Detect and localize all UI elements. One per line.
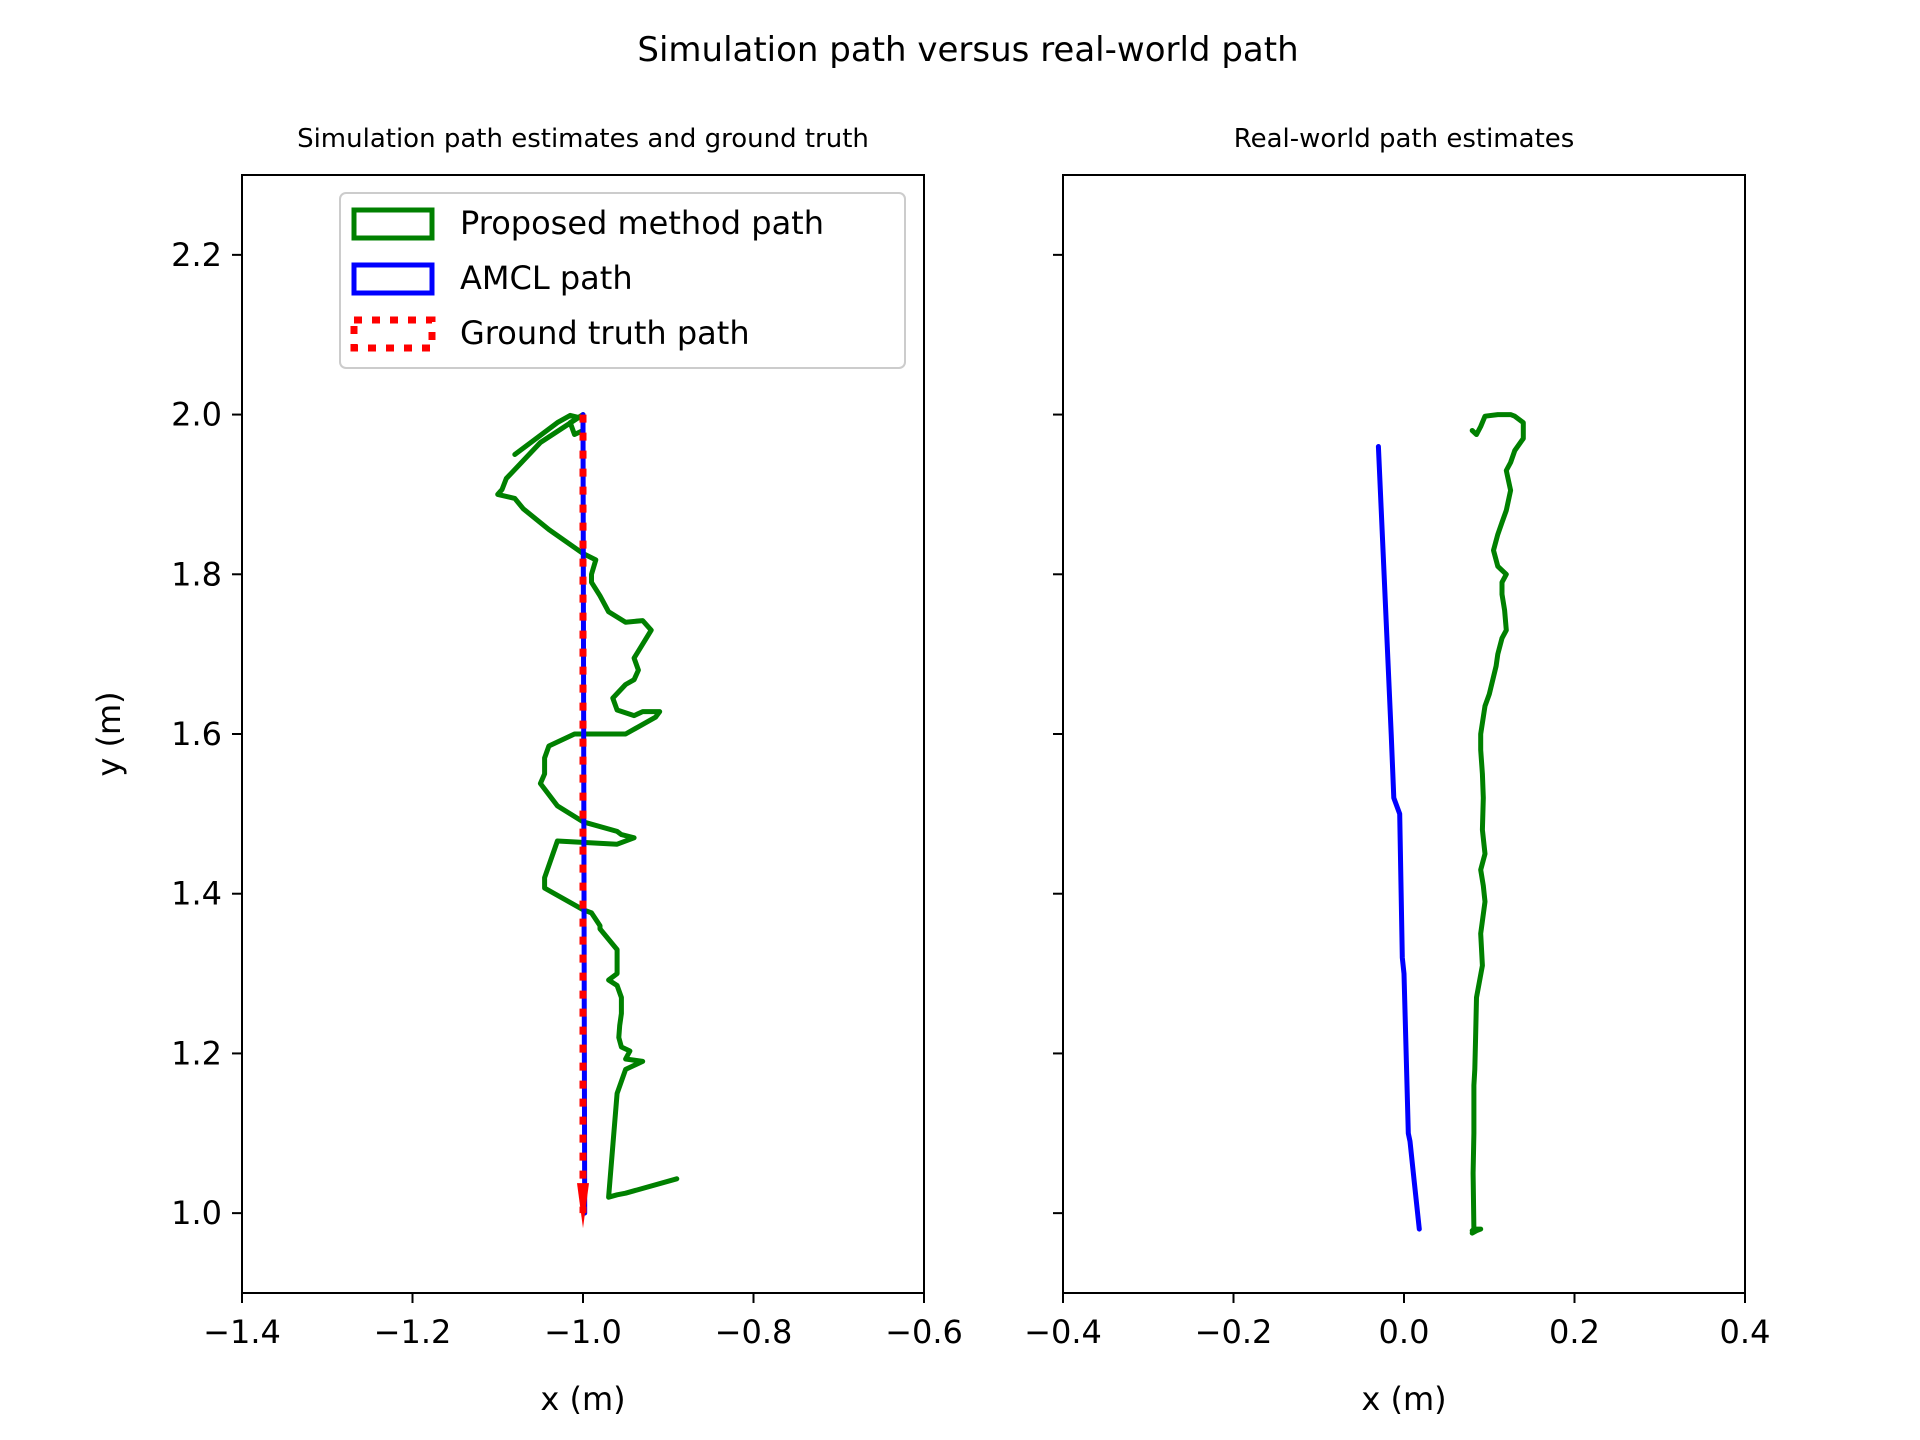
simulation-axes-frame bbox=[241, 174, 925, 1294]
real-world-panel-title: Real-world path estimates bbox=[1234, 124, 1575, 154]
y-tick-label: 2.0 bbox=[171, 396, 222, 434]
x-tick-label: −1.2 bbox=[374, 1313, 452, 1351]
amcl-path-line bbox=[1375, 444, 1422, 1232]
legend-swatch-ground-truth bbox=[350, 316, 436, 352]
legend-label-ground-truth: Ground truth path bbox=[460, 314, 750, 352]
simulation-y-axis-label: y (m) bbox=[90, 691, 128, 776]
proposed-method-path-line bbox=[1469, 412, 1526, 1236]
x-tick-label: 0.0 bbox=[1379, 1313, 1430, 1351]
simulation-panel: Simulation path estimates and ground tru… bbox=[90, 124, 963, 1418]
y-tick-label: 1.4 bbox=[171, 875, 222, 913]
x-tick-label: 0.4 bbox=[1720, 1313, 1771, 1351]
legend-swatch-proposed bbox=[351, 207, 435, 241]
simulation-x-axis-label: x (m) bbox=[540, 1380, 625, 1418]
ground-truth-arrowhead bbox=[577, 1183, 589, 1229]
x-tick-label: −0.2 bbox=[1195, 1313, 1273, 1351]
y-tick-label: 2.2 bbox=[171, 236, 222, 274]
y-tick-label: 1.2 bbox=[171, 1034, 222, 1072]
x-tick-label: −1.4 bbox=[203, 1313, 281, 1351]
x-tick-label: −0.4 bbox=[1024, 1313, 1102, 1351]
x-tick-label: −1.0 bbox=[544, 1313, 622, 1351]
real-world-panel: Real-world path estimates −0.4 −0.2 0.0 0.2… bbox=[1024, 124, 1770, 1418]
x-tick-label: −0.8 bbox=[715, 1313, 793, 1351]
legend-swatch-amcl bbox=[351, 262, 435, 296]
real-world-plot-area bbox=[1375, 412, 1526, 1236]
y-tick-label: 1.8 bbox=[171, 555, 222, 593]
figure-suptitle: Simulation path versus real-world path bbox=[637, 30, 1298, 70]
y-tick-label: 1.0 bbox=[171, 1194, 222, 1232]
y-tick-label: 1.6 bbox=[171, 715, 222, 753]
legend-frame bbox=[339, 192, 906, 369]
simulation-axis-ticks: −1.4 −1.2 −1.0 −0.8 −0.6 1.0 1.2 1.4 1.6 1.8 2.0 2.… bbox=[171, 236, 963, 1351]
legend-label-amcl: AMCL path bbox=[460, 259, 633, 297]
real-world-axes-frame bbox=[1062, 174, 1746, 1294]
x-tick-label: 0.2 bbox=[1549, 1313, 1600, 1351]
simulation-panel-title: Simulation path estimates and ground tru… bbox=[297, 124, 869, 154]
x-tick-label: −0.6 bbox=[885, 1313, 963, 1351]
real-world-axis-ticks: −0.4 −0.2 0.0 0.2 0.4 bbox=[1024, 253, 1771, 1351]
legend-label-proposed: Proposed method path bbox=[460, 204, 824, 242]
proposed-method-path-line bbox=[495, 412, 680, 1200]
simulation-plot-area bbox=[495, 412, 680, 1229]
real-world-x-axis-label: x (m) bbox=[1361, 1380, 1446, 1418]
legend: Proposed method path AMCL path Ground tr… bbox=[339, 192, 906, 369]
